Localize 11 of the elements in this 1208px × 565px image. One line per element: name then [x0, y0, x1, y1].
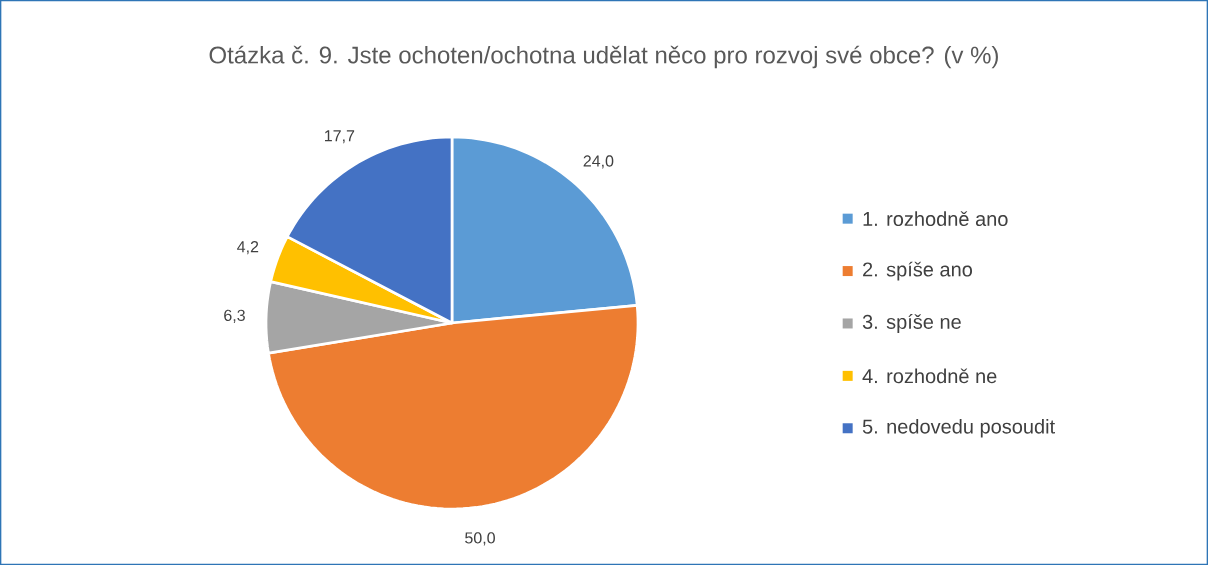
data-label: 50,0 — [465, 532, 495, 546]
data-label: 6,3 — [224, 309, 245, 323]
legend-label: 4. rozhodně ne — [862, 368, 997, 384]
legend-label: 3. spíše ne — [862, 314, 961, 333]
data-label: 24,0 — [583, 155, 614, 169]
chart-title: Otázka č. 9. Jste ochoten/ochotna udělat něco pro rozvoj své obce? (v %) — [209, 45, 998, 69]
legend-label: 2. spíše ano — [863, 261, 973, 281]
legend-label: 5. nedovedu posoudit — [862, 418, 1055, 438]
legend-label: 1. rozhodně ano — [863, 211, 1008, 227]
data-label: 17,7 — [325, 130, 355, 144]
data-label: 4,2 — [237, 241, 259, 255]
